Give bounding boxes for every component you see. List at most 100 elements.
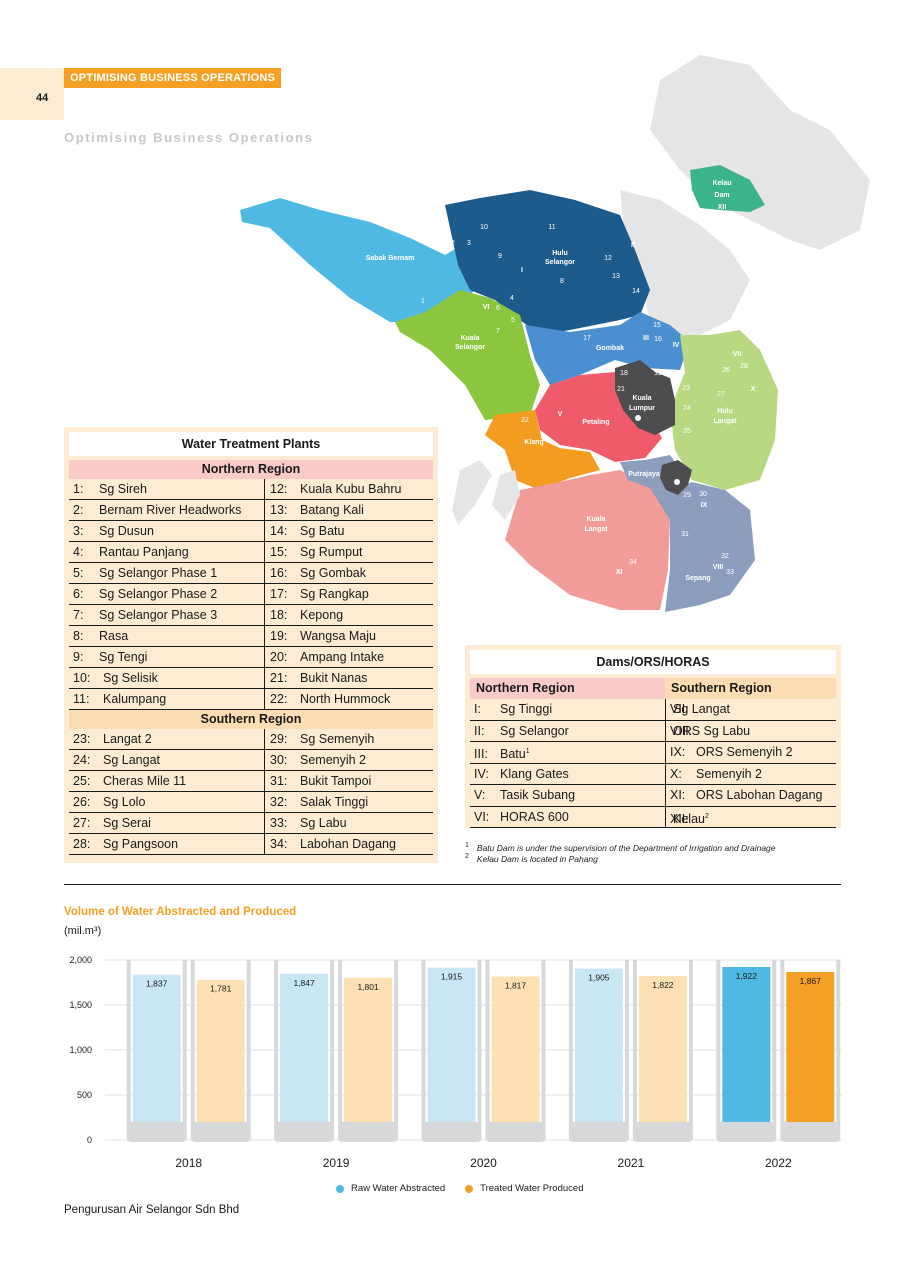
- northern-right-10: 22: North Hummock: [264, 689, 433, 710]
- map-label-petaling: Petaling: [582, 419, 609, 426]
- legend-raw-dot: [336, 1184, 344, 1193]
- bar-glass-base: [193, 1122, 248, 1140]
- svg-text:II: II: [631, 242, 635, 249]
- svg-text:X: X: [751, 386, 756, 393]
- northern-left-3: 4: Rantau Panjang: [69, 542, 264, 563]
- southern-left-3: 26: Sg Lolo: [69, 792, 264, 813]
- svg-text:16: 16: [654, 336, 662, 343]
- southern-left-1: 24: Sg Langat: [69, 750, 264, 771]
- bar-raw-water: [574, 968, 623, 1122]
- svg-text:V: V: [558, 411, 563, 418]
- dams-rows: I: Sg Tinggi VII:Sg Langat II: Sg Selangor VI…: [470, 699, 836, 828]
- map-label-kuala-selangor-2: Selangor: [455, 344, 485, 351]
- map-label-hulu-selangor-1: Hulu: [552, 250, 568, 257]
- map-label-hulu-selangor-2: Selangor: [545, 259, 575, 266]
- northern-left-7: 8: Rasa: [69, 626, 264, 647]
- map-label-kuala-lumpur-1: Kuala: [632, 395, 651, 402]
- northern-right-1: 13: Batang Kali: [264, 500, 433, 521]
- footnote-2: 2 Kelau Dam is located in Pahang: [465, 853, 598, 864]
- section-divider: [64, 884, 841, 885]
- map-region-kelau-dam: [690, 165, 765, 212]
- bar-raw-water: [280, 973, 329, 1122]
- northern-left-4: 5: Sg Selangor Phase 1: [69, 563, 264, 584]
- x-tick-label: 2021: [618, 1156, 645, 1170]
- northern-left-8: 9: Sg Tengi: [69, 647, 264, 668]
- footnote-1: 1 Batu Dam is under the supervision of th…: [465, 842, 776, 853]
- northern-right-2: 14: Sg Batu: [264, 521, 433, 542]
- chart-legend: Raw Water Abstracted Treated Water Produ…: [336, 1183, 583, 1194]
- x-tick-label: 2018: [175, 1156, 202, 1170]
- page-number-box: [0, 68, 64, 120]
- svg-text:VIII: VIII: [713, 564, 724, 571]
- legend-treated-dot: [465, 1184, 474, 1193]
- southern-left-4: 27: Sg Serai: [69, 813, 264, 834]
- data-label: 1,822: [652, 980, 674, 990]
- dam-right-0: VII:Sg Langat: [665, 699, 836, 721]
- bar-raw-water: [132, 974, 181, 1122]
- southern-left-2: 25: Cheras Mile 11: [69, 771, 264, 792]
- map-region-kuala-lumpur: [615, 360, 675, 435]
- data-label: 1,781: [210, 984, 232, 994]
- svg-text:IV: IV: [673, 342, 680, 349]
- northern-right-9: 21: Bukit Nanas: [264, 668, 433, 689]
- data-label: 1,915: [441, 972, 463, 982]
- map-region-sabak-bernam: [240, 198, 475, 322]
- dam-right-2: IX: ORS Semenyih 2: [665, 742, 836, 764]
- svg-text:2: 2: [451, 240, 455, 247]
- southern-right-0: 29: Sg Semenyih: [264, 729, 433, 750]
- bar-glass-base: [783, 1122, 838, 1140]
- selangor-map: Sabak Bernam Hulu Selangor Kuala Selango…: [240, 55, 870, 612]
- footer-company: Pengurusan Air Selangor Sdn Bhd: [64, 1204, 240, 1216]
- wtp-title: Water Treatment Plants: [69, 432, 433, 456]
- map-label-kelau-3: XII: [718, 204, 727, 211]
- dam-right-5: XII:Kelau2: [665, 806, 836, 828]
- svg-text:27: 27: [717, 391, 725, 398]
- y-tick-label: 1,500: [69, 1000, 92, 1010]
- bar-treated-water: [491, 976, 540, 1122]
- svg-text:22: 22: [521, 417, 529, 424]
- svg-text:1: 1: [421, 298, 425, 305]
- data-label: 1,905: [588, 973, 610, 983]
- bar-treated-water: [786, 971, 835, 1122]
- x-tick-label: 2020: [470, 1156, 497, 1170]
- northern-left-2: 3: Sg Dusun: [69, 521, 264, 542]
- svg-text:I: I: [521, 267, 523, 274]
- y-tick-label: 0: [87, 1135, 92, 1145]
- dam-right-4: XI: ORS Labohan Dagang: [665, 785, 836, 807]
- svg-text:VII: VII: [733, 351, 742, 358]
- map-region-gombak: [525, 312, 690, 385]
- y-tick-label: 500: [77, 1090, 92, 1100]
- wtp-southern-header: Southern Region: [69, 710, 433, 729]
- bar-glass-base: [488, 1122, 543, 1140]
- svg-text:18: 18: [620, 370, 628, 377]
- bar-glass-base: [635, 1122, 690, 1140]
- svg-text:III: III: [643, 335, 649, 342]
- map-label-kuala-selangor-1: Kuala: [460, 335, 479, 342]
- svg-text:28: 28: [740, 363, 748, 370]
- wtp-northern-header: Northern Region: [69, 460, 433, 479]
- svg-text:17: 17: [583, 335, 591, 342]
- svg-text:6: 6: [496, 305, 500, 312]
- bar-glass-base: [129, 1122, 184, 1140]
- data-label: 1,847: [293, 978, 315, 988]
- bar-glass-base: [571, 1122, 626, 1140]
- svg-text:13: 13: [612, 273, 620, 280]
- svg-text:5: 5: [511, 317, 515, 324]
- dam-right-3: X: Semenyih 2: [665, 763, 836, 785]
- svg-text:33: 33: [726, 569, 734, 576]
- svg-text:24: 24: [683, 405, 691, 412]
- dam-left-5: VI: HORAS 600: [470, 807, 665, 828]
- map-label-klang: Klang: [524, 439, 543, 446]
- svg-text:30: 30: [699, 491, 707, 498]
- northern-left-1: 2: Bernam River Headworks: [69, 500, 264, 521]
- svg-text:14: 14: [632, 288, 640, 295]
- wtp-southern-rows: 23: Langat 2 29: Sg Semenyih 24: Sg Langat 30:…: [69, 729, 433, 855]
- map-region-hulu-selangor: [445, 190, 650, 335]
- svg-text:32: 32: [721, 553, 729, 560]
- map-label-hulu-langat-2: Langat: [714, 418, 738, 425]
- svg-text:7: 7: [496, 328, 500, 335]
- dam-left-3: IV: Klang Gates: [470, 764, 665, 785]
- section-tag: OPTIMISING BUSINESS OPERATIONS: [64, 68, 282, 88]
- svg-text:3: 3: [467, 240, 471, 247]
- southern-left-0: 23: Langat 2: [69, 729, 264, 750]
